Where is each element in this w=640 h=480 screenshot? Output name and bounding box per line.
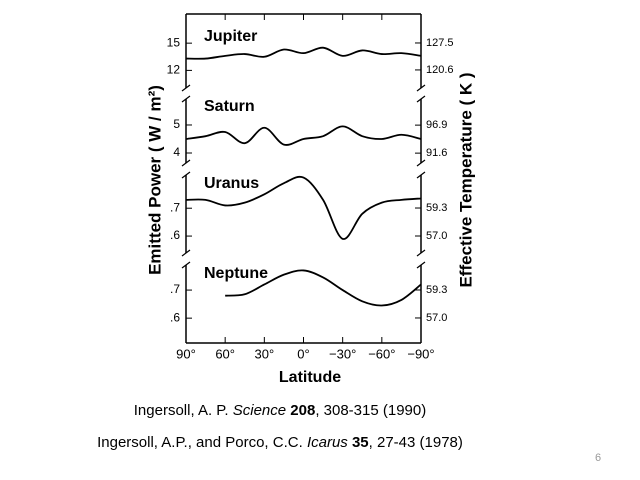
pages-year: , 308-315 (1990): [315, 402, 427, 419]
y-tick-label: 15: [167, 35, 181, 49]
y-tick-label: .6: [170, 228, 180, 242]
panel-title: Uranus: [204, 175, 259, 192]
y2-tick-label: 57.0: [426, 230, 447, 242]
y-tick-label: 5: [173, 117, 180, 131]
axis-break: [181, 84, 191, 92]
axis-break: [416, 249, 426, 257]
y-tick-label: .6: [170, 310, 180, 324]
y-tick-label: .7: [170, 282, 180, 296]
axis-break: [181, 249, 191, 257]
y-tick-label: .7: [170, 200, 180, 214]
y2-tick-label: 91.6: [426, 147, 447, 159]
x-tick-label: 30°: [254, 346, 274, 361]
x-tick-label: −90°: [407, 346, 434, 361]
panel-title: Neptune: [204, 265, 268, 282]
x-tick-label: −60°: [368, 346, 395, 361]
reference: Ingersoll, A. P. Science 208, 308-315 (1…: [0, 402, 560, 419]
y2-axis-label: Effective Temperature ( K ): [456, 72, 475, 287]
panel-title: Saturn: [204, 98, 255, 115]
x-tick-label: 0°: [297, 346, 309, 361]
y-axis-label: Emitted Power ( W / m²): [145, 85, 164, 275]
page-number: 6: [595, 452, 601, 464]
x-axis-label: Latitude: [279, 369, 341, 386]
volume: 208: [290, 402, 316, 419]
y-tick-label: 4: [173, 145, 180, 159]
journal: Science: [232, 402, 287, 419]
y-tick-label: 12: [167, 63, 181, 77]
x-tick-label: 90°: [176, 346, 196, 361]
data-line: [185, 46, 422, 60]
y2-tick-label: 57.0: [426, 312, 447, 324]
y2-tick-label: 120.6: [426, 64, 454, 76]
axis-break: [416, 159, 426, 167]
volume: 35: [351, 434, 369, 451]
reference: Ingersoll, A.P., and Porco, C.C. Icarus …: [0, 434, 560, 451]
x-tick-label: 60°: [215, 346, 235, 361]
axis-break: [416, 84, 426, 92]
y2-tick-label: 96.9: [426, 119, 447, 131]
pages-year: , 27-43 (1978): [368, 434, 463, 451]
y2-tick-label: 59.3: [426, 284, 447, 296]
authors: Ingersoll, A.P., and Porco, C.C.: [97, 434, 303, 451]
data-line: [185, 125, 422, 146]
x-tick-label: −30°: [329, 346, 356, 361]
y2-tick-label: 59.3: [426, 202, 447, 214]
data-line: [225, 269, 422, 307]
axis-break: [181, 159, 191, 167]
journal: Icarus: [306, 434, 348, 451]
authors: Ingersoll, A. P.: [133, 402, 229, 419]
data-line: [185, 175, 422, 240]
panel-title: Jupiter: [204, 28, 257, 45]
y2-tick-label: 127.5: [426, 37, 454, 49]
